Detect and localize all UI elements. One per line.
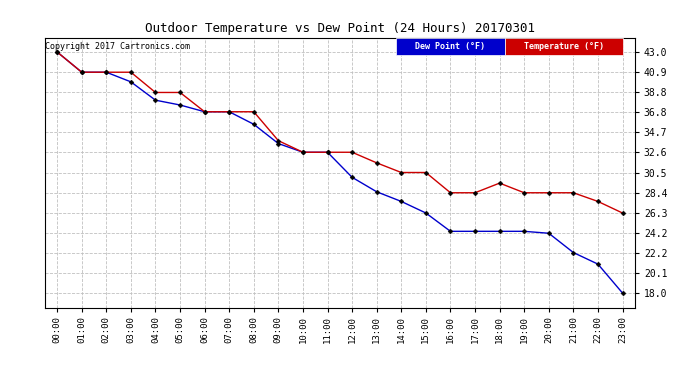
FancyBboxPatch shape bbox=[505, 38, 623, 55]
FancyBboxPatch shape bbox=[396, 38, 505, 55]
Title: Outdoor Temperature vs Dew Point (24 Hours) 20170301: Outdoor Temperature vs Dew Point (24 Hou… bbox=[145, 22, 535, 35]
Text: Dew Point (°F): Dew Point (°F) bbox=[415, 42, 486, 51]
Text: Copyright 2017 Cartronics.com: Copyright 2017 Cartronics.com bbox=[46, 42, 190, 51]
Text: Temperature (°F): Temperature (°F) bbox=[524, 42, 604, 51]
